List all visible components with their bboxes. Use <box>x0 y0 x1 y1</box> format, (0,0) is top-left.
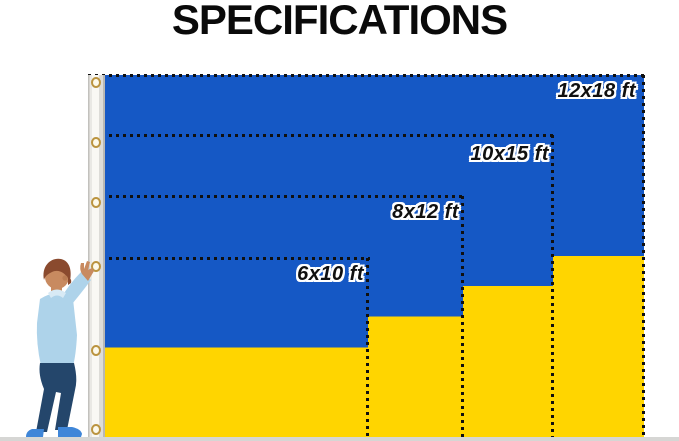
flag-size-label: 8x12 ft <box>392 201 459 223</box>
flag-top-dotted-line <box>88 195 465 198</box>
flag-right-dotted-line <box>551 135 554 437</box>
page-title: SPECIFICATIONS <box>171 0 508 43</box>
flag-right-dotted-line <box>366 258 369 437</box>
grommet-icon <box>91 76 101 88</box>
flag-right-dotted-line <box>642 75 645 437</box>
flag-pole-sleeve <box>88 75 105 437</box>
grommet-icon <box>91 423 101 435</box>
flag-size-label: 6x10 ft <box>297 263 364 285</box>
grommet-icon <box>91 260 101 272</box>
flag-top-dotted-line <box>88 257 370 260</box>
flag-top-dotted-line <box>88 134 555 137</box>
bottom-bar <box>0 437 679 441</box>
grommet-icon <box>91 196 101 208</box>
flag-size-label: 10x15 ft <box>470 143 549 165</box>
person-illustration <box>26 258 94 437</box>
flag-top-dotted-line <box>88 74 646 77</box>
flag-right-dotted-line <box>461 196 464 437</box>
grommet-icon <box>91 136 101 148</box>
flag-size-label: 12x18 ft <box>557 80 636 102</box>
flag-6x10: 6x10 ft <box>88 257 370 437</box>
grommet-icon <box>91 344 101 356</box>
